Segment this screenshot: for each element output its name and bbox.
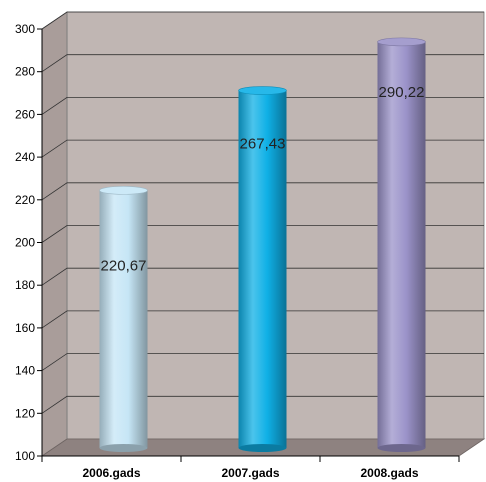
x-tick-label: 2008.gads	[360, 466, 418, 480]
bar-cap	[99, 186, 148, 195]
gridline	[41, 267, 484, 286]
y-tick-label: 240	[15, 150, 35, 164]
y-tick-label: 260	[15, 107, 35, 121]
gridline	[41, 97, 484, 115]
x-tick-label: 2007.gads	[221, 466, 279, 480]
y-tick-label: 140	[15, 364, 35, 378]
y-tick-label: 120	[15, 406, 35, 420]
bar-base	[377, 444, 426, 452]
data-label: 220,67	[101, 257, 147, 274]
gridline	[41, 139, 484, 158]
gridline	[41, 353, 484, 371]
gridlines	[41, 11, 484, 414]
gridline	[41, 11, 484, 30]
gridline	[41, 182, 484, 201]
x-tick-label: 2006.gads	[82, 466, 140, 480]
data-label: 267,43	[240, 136, 286, 153]
y-tick-label: 100	[15, 449, 35, 463]
bar-base	[238, 444, 287, 452]
y-tick-label: 220	[15, 193, 35, 207]
bar	[99, 190, 148, 448]
bar-cap	[377, 37, 426, 47]
bar-cap	[238, 86, 287, 95]
y-tick-label: 180	[15, 278, 35, 292]
bar-base	[99, 444, 148, 452]
gridline	[41, 54, 484, 73]
data-labels: 220,67 267,43 290,22	[101, 84, 425, 274]
y-tick-label: 160	[15, 321, 35, 335]
y-tick-label: 200	[15, 236, 35, 250]
bar	[377, 41, 426, 448]
bar	[238, 90, 287, 448]
y-tick-label: 300	[15, 22, 35, 36]
axes: 100 120 140 160 180 200 220 240 260 280 300 2006.ga…	[15, 22, 460, 480]
gridline	[41, 225, 484, 243]
gridline	[41, 395, 484, 414]
y-tick-label: 280	[15, 65, 35, 79]
gridline	[41, 310, 484, 329]
data-label: 290,22	[379, 84, 425, 101]
bar-series	[99, 37, 426, 452]
